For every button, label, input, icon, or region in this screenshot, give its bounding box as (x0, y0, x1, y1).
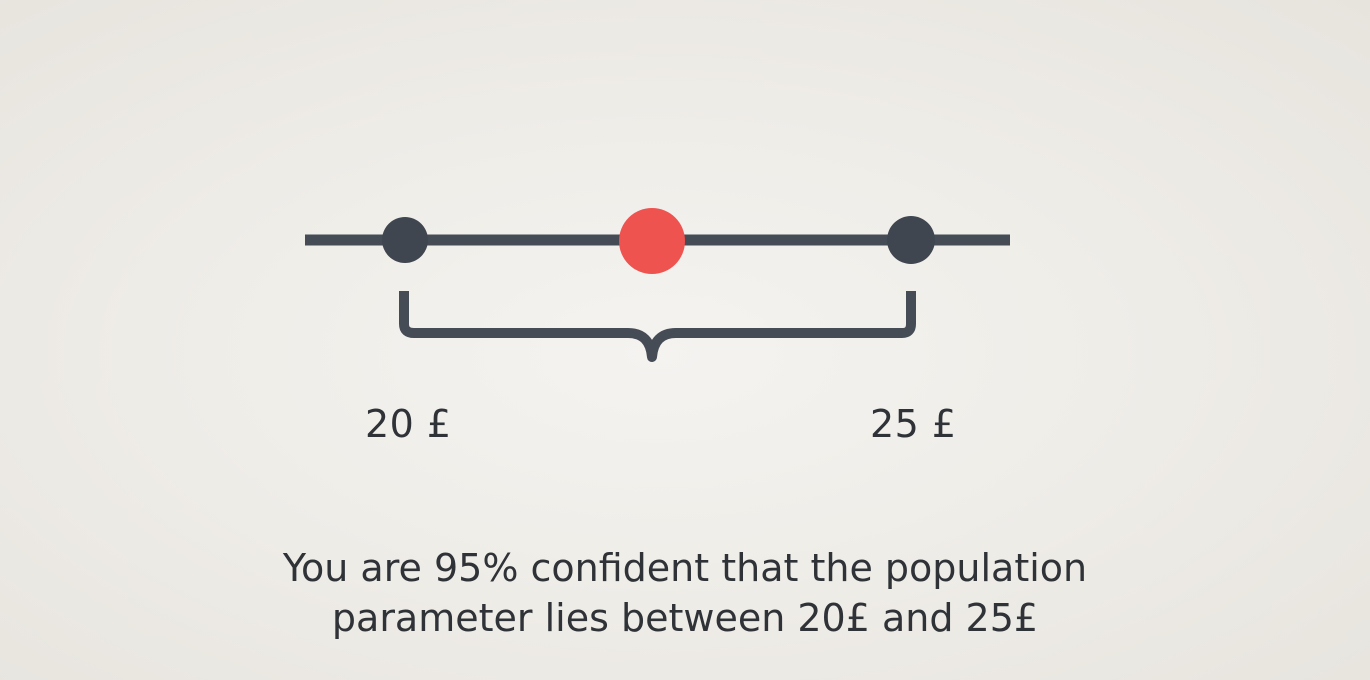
lower-bound-point (382, 217, 428, 263)
caption-line-2: parameter lies between 20£ and 25£ (331, 596, 1039, 640)
caption-line-1: You are 95% confident that the populatio… (282, 546, 1088, 590)
lower-bound-label: 20 £ (365, 402, 452, 446)
interval-brace (399, 291, 916, 362)
caption: You are 95% confident that the populatio… (185, 543, 1185, 643)
upper-bound-label: 25 £ (870, 402, 957, 446)
sample-estimate-point (619, 208, 685, 274)
upper-bound-point (887, 216, 935, 264)
